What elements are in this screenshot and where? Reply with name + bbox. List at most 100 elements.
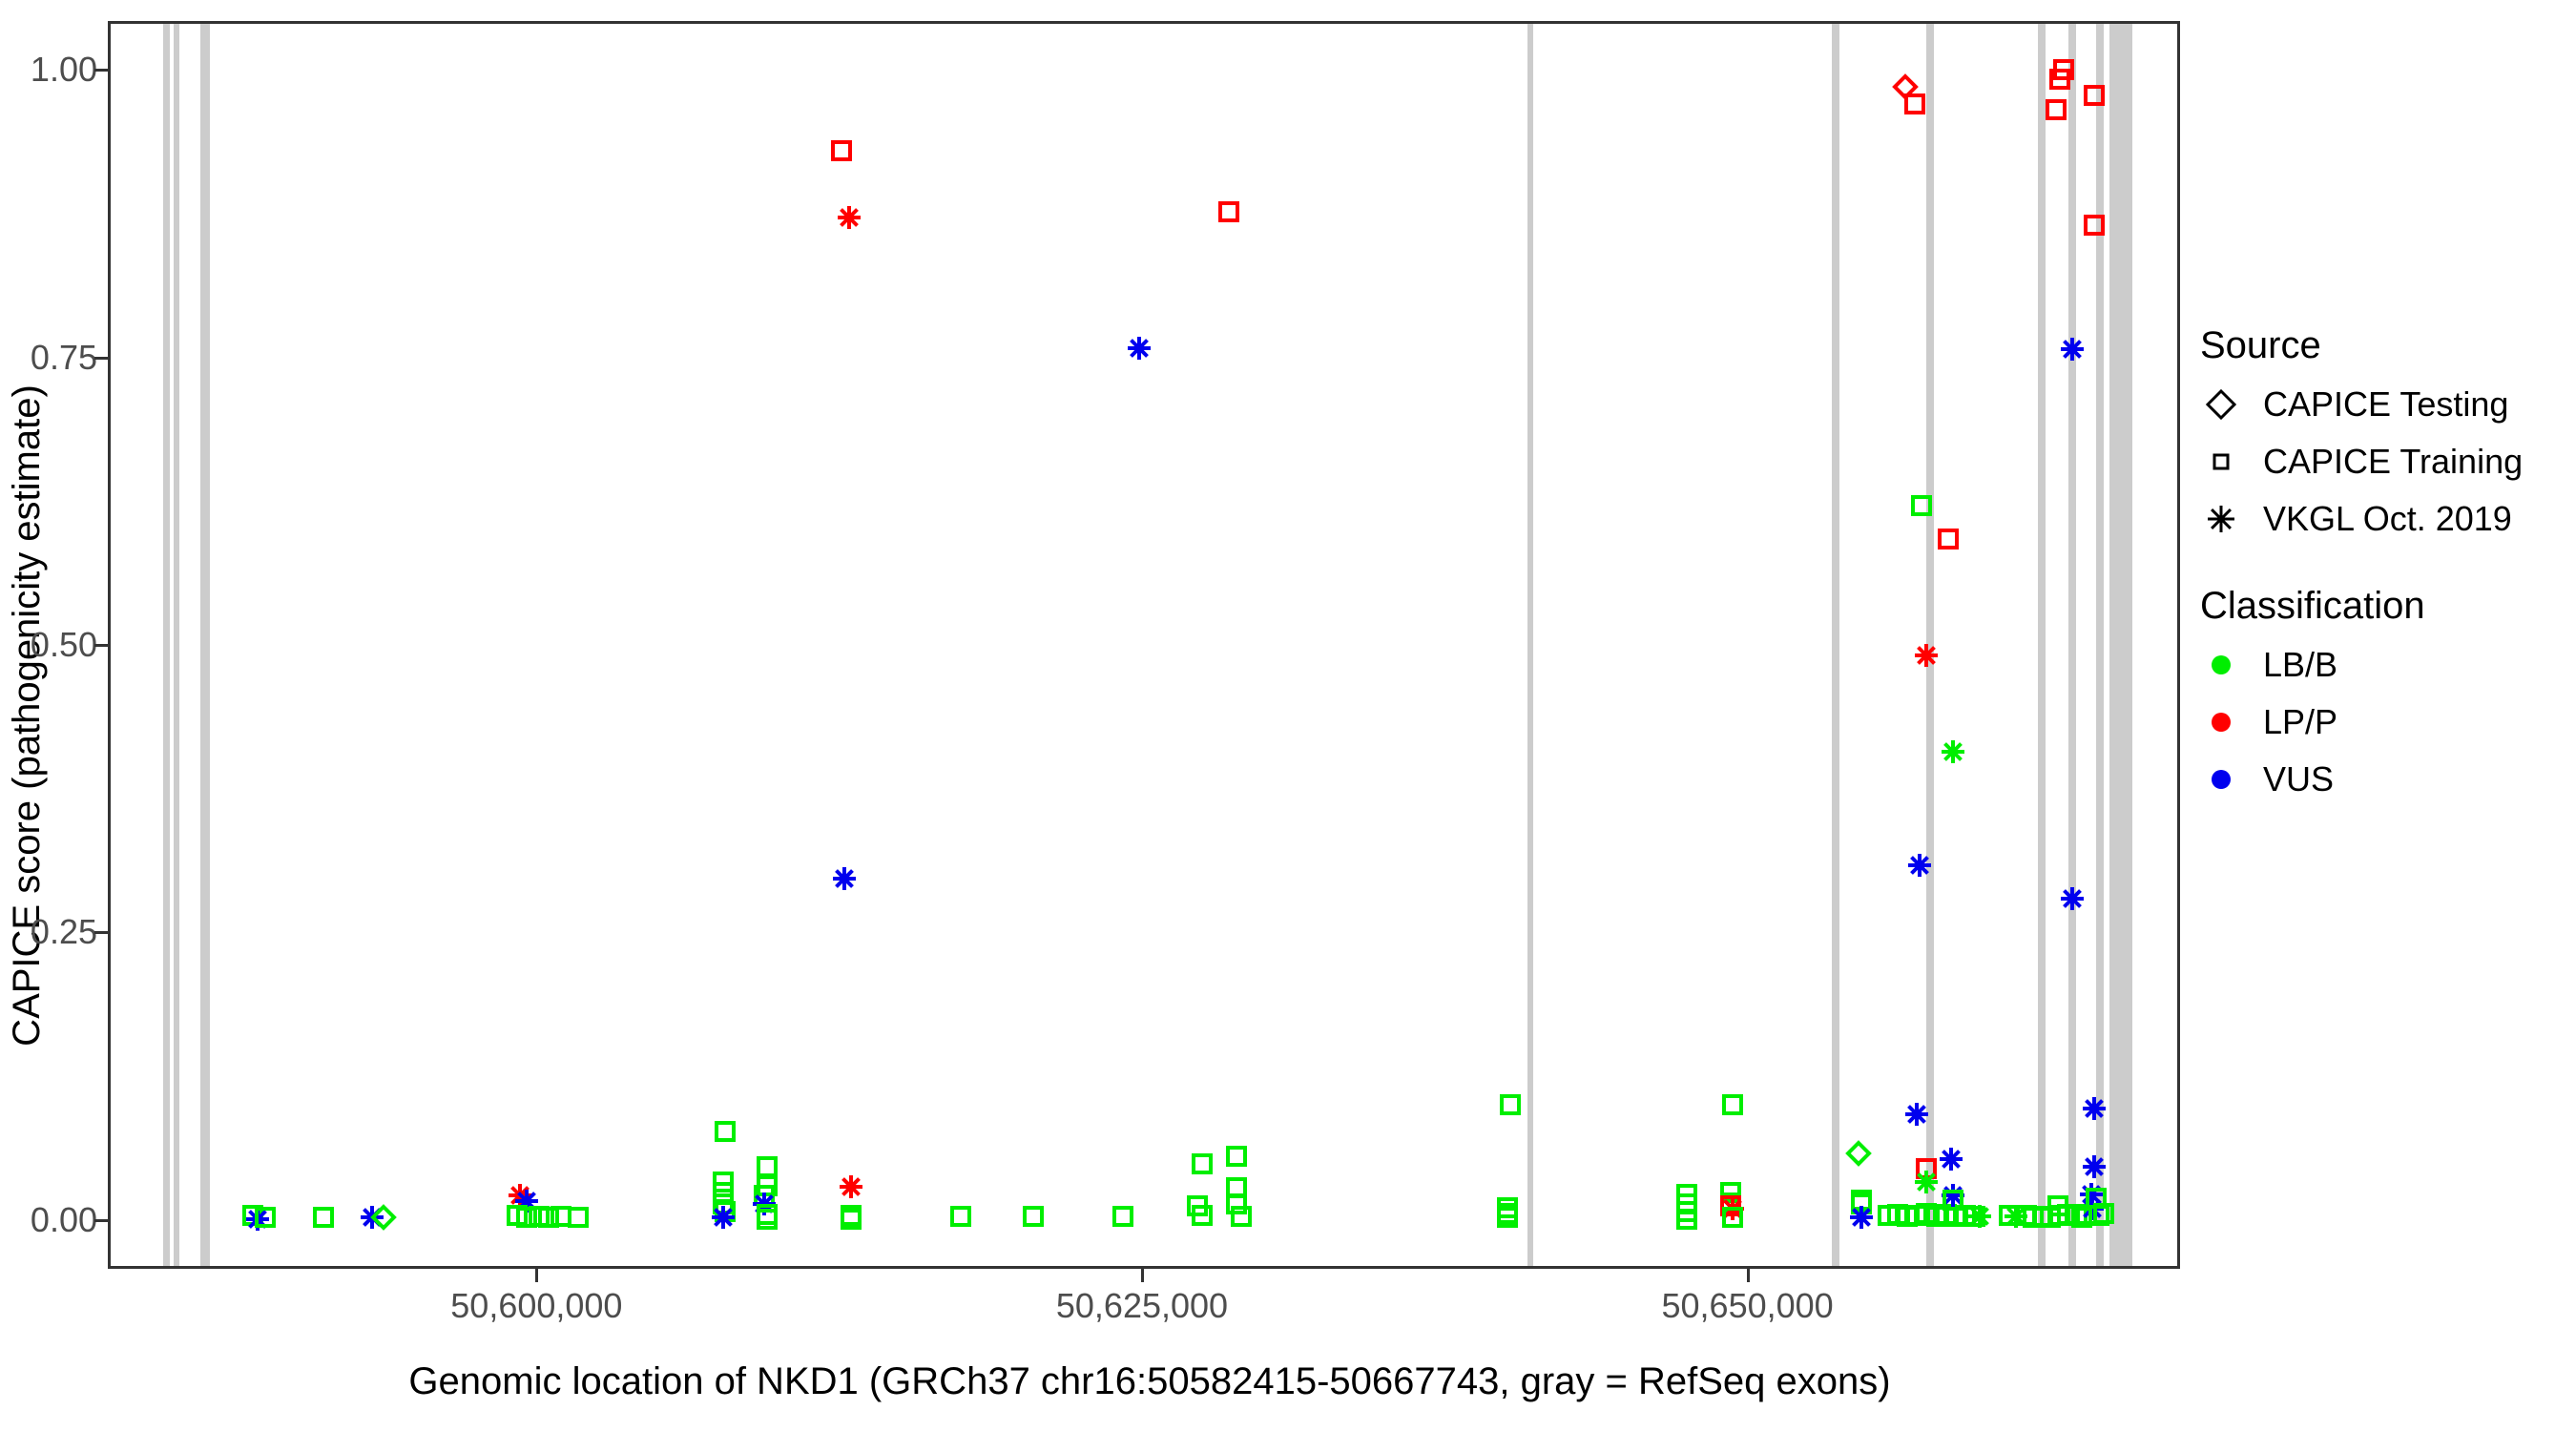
legend-classification-title: Classification [2200, 585, 2425, 627]
data-point [1216, 199, 1241, 224]
data-point [1902, 92, 1927, 116]
legend: Source CAPICE Testing CAPICE Training VKGL… [2194, 324, 2576, 845]
data-point [1720, 1205, 1745, 1230]
data-point [1849, 1188, 1874, 1213]
exon-band [2038, 24, 2046, 1266]
data-point [832, 866, 857, 891]
data-point [1941, 1188, 1965, 1213]
exon-band [173, 24, 179, 1266]
y-tick-mark [94, 69, 108, 73]
legend-item-classification[interactable]: VUS [2194, 756, 2576, 803]
exon-band [2067, 24, 2076, 1266]
data-point [514, 1189, 539, 1213]
data-point [370, 1204, 398, 1232]
data-point [2046, 1203, 2070, 1228]
exon-band [2109, 24, 2133, 1266]
y-tick-label: 0.50 [30, 625, 97, 664]
exon-band [1832, 24, 1840, 1266]
data-point [752, 1183, 777, 1208]
y-tick-mark [94, 356, 108, 360]
data-point [1111, 1204, 1135, 1229]
x-tick-mark [535, 1269, 539, 1282]
exon-band [1527, 24, 1533, 1266]
data-point [1876, 1203, 1901, 1228]
data-point [1934, 1202, 1959, 1227]
legend-label: LB/B [2263, 645, 2338, 684]
x-tick-label: 50,650,000 [1661, 1286, 1834, 1325]
data-point [711, 1170, 736, 1194]
data-point [948, 1204, 973, 1229]
exon-band [2096, 24, 2104, 1266]
data-point [1997, 1203, 2022, 1228]
data-point [829, 138, 854, 163]
data-point [1720, 1196, 1745, 1221]
legend-item-classification[interactable]: LB/B [2194, 641, 2576, 689]
legend-label: LP/P [2263, 702, 2338, 741]
x-tick-label: 50,625,000 [1055, 1286, 1229, 1325]
y-tick-mark [94, 931, 108, 935]
data-point [1674, 1192, 1699, 1216]
data-point [1229, 1204, 1254, 1229]
y-tick-label: 0.00 [30, 1199, 97, 1239]
y-tick-mark [94, 1218, 108, 1222]
data-point [713, 1199, 737, 1224]
data-point [1953, 1203, 1978, 1228]
y-tick-label: 0.25 [30, 912, 97, 952]
legend-item-classification[interactable]: LP/P [2194, 698, 2576, 746]
data-point [508, 1183, 532, 1208]
data-point [839, 1203, 863, 1228]
data-point [311, 1205, 336, 1230]
legend-item-source[interactable]: CAPICE Testing [2194, 381, 2576, 428]
data-point [755, 1173, 779, 1198]
data-point [1904, 1102, 1929, 1127]
data-point [2055, 1202, 2080, 1227]
data-point [2074, 1202, 2099, 1227]
data-point [1674, 1207, 1699, 1232]
legend-key-icon [2194, 641, 2248, 689]
legend-label: CAPICE Training [2263, 442, 2524, 481]
legend-key-icon [2194, 698, 2248, 746]
data-point [1021, 1204, 1046, 1229]
data-point [240, 1203, 265, 1228]
legend-key-icon [2194, 756, 2248, 803]
data-point [1190, 1151, 1215, 1176]
data-point [1891, 73, 1919, 101]
data-point [1224, 1192, 1249, 1216]
data-point [1224, 1175, 1249, 1200]
data-point [711, 1192, 736, 1216]
x-axis-title: Genomic location of NKD1 (GRCh37 chr16:5… [408, 1359, 1891, 1402]
data-point [1718, 1180, 1743, 1205]
data-point [755, 1207, 779, 1232]
legend-item-source[interactable]: VKGL Oct. 2019 [2194, 495, 2576, 543]
y-tick-label: 1.00 [30, 50, 97, 90]
data-point [711, 1180, 736, 1205]
data-point [2046, 1193, 2070, 1218]
y-tick-label: 0.75 [30, 337, 97, 377]
data-point [1939, 1147, 1963, 1172]
data-point [1963, 1204, 1987, 1229]
data-point [1941, 739, 1965, 764]
data-point [536, 1205, 561, 1230]
data-point [713, 1119, 737, 1144]
data-point [1674, 1182, 1699, 1207]
data-point [1495, 1201, 1520, 1226]
legend-classification-group: Classification LB/B LP/P VUS [2194, 585, 2576, 803]
data-point [1224, 1144, 1249, 1169]
x-tick-label: 50,600,000 [450, 1286, 623, 1325]
y-tick-mark [94, 644, 108, 647]
legend-item-source[interactable]: CAPICE Training [2194, 438, 2576, 486]
data-point [1185, 1193, 1210, 1218]
data-point [253, 1205, 278, 1230]
plot-panel [108, 21, 2180, 1269]
data-point [360, 1205, 384, 1230]
data-point [755, 1154, 779, 1179]
data-point [1190, 1203, 1215, 1228]
legend-label: CAPICE Testing [2263, 384, 2509, 424]
data-point [2004, 1204, 2028, 1229]
data-point [2014, 1203, 2039, 1228]
x-tick-mark [1140, 1269, 1144, 1282]
data-point [1495, 1205, 1520, 1230]
data-point [2044, 97, 2068, 122]
legend-source-group: Source CAPICE Testing CAPICE Training VKGL… [2194, 324, 2576, 543]
